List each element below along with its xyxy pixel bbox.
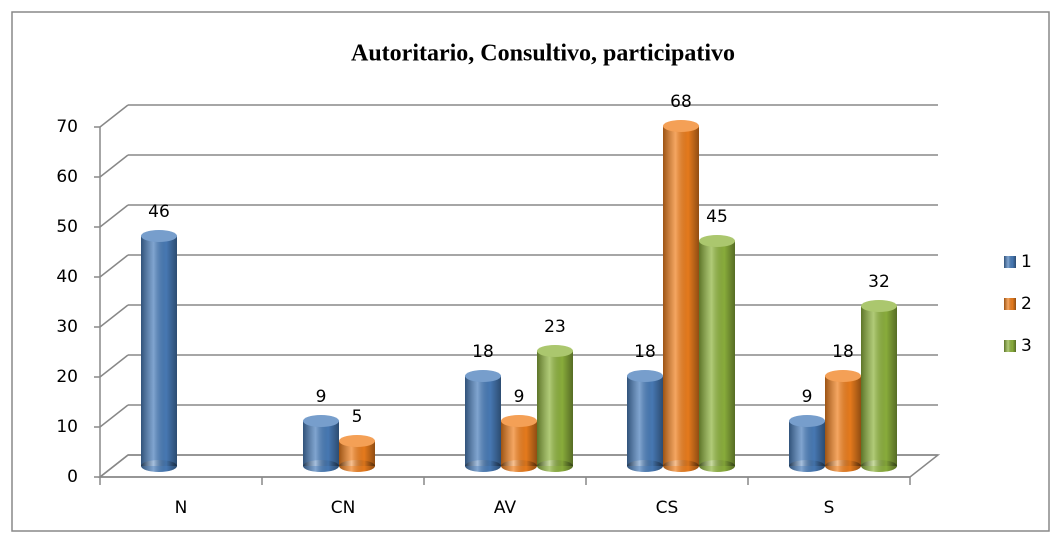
grid-line: [99, 154, 129, 178]
bar-base-shade: [825, 460, 861, 472]
bar-top-shade: [663, 120, 699, 132]
data-label: 23: [544, 317, 566, 337]
data-label: 68: [670, 92, 692, 112]
y-tick-label: 40: [56, 267, 78, 287]
bar-base-shade: [663, 460, 699, 472]
bar-base-shade: [789, 460, 825, 472]
bar-shade: [141, 236, 177, 466]
bar-top-shade: [465, 370, 501, 382]
bar-base-shade: [699, 460, 735, 472]
bar-shade: [627, 376, 663, 466]
x-tick-label: S: [824, 498, 835, 518]
bar-top: [465, 370, 501, 382]
bar-base-shade: [465, 460, 501, 472]
grid-line: [99, 404, 129, 428]
grid-line: [99, 454, 129, 478]
bar-base-shade: [627, 460, 663, 472]
bar-base-shade: [501, 460, 537, 472]
bar-top: [303, 415, 339, 427]
bar-shade: [537, 351, 573, 466]
bar-base-shade: [861, 460, 897, 472]
bar-top: [339, 435, 375, 447]
y-tick-label: 30: [56, 317, 78, 337]
bar-top: [501, 415, 537, 427]
bar-top: [627, 370, 663, 382]
legend-swatch-shade: [1004, 298, 1016, 310]
bar-top-shade: [699, 235, 735, 247]
y-tick-label: 50: [56, 217, 78, 237]
legend-swatch-shade: [1004, 340, 1016, 352]
data-label: 18: [634, 342, 656, 362]
bar-top-shade: [861, 300, 897, 312]
bar-top-shade: [627, 370, 663, 382]
y-tick-label: 0: [67, 467, 78, 487]
data-label: 18: [832, 342, 854, 362]
data-label: 9: [802, 387, 813, 407]
legend-label: 3: [1021, 336, 1032, 356]
bar-base-shade: [303, 460, 339, 472]
bar-base-shade: [141, 460, 177, 472]
grid-line: [99, 304, 129, 328]
bar-top: [663, 120, 699, 132]
legend-label: 1: [1021, 252, 1032, 272]
bar-shade: [789, 421, 825, 466]
bar-top-shade: [825, 370, 861, 382]
data-label: 46: [148, 202, 170, 222]
bar-top-shade: [537, 345, 573, 357]
bar-top-shade: [501, 415, 537, 427]
y-tick-label: 10: [56, 417, 78, 437]
bar-top-shade: [789, 415, 825, 427]
legend-swatch-shade: [1004, 256, 1016, 268]
bar-shade: [465, 376, 501, 466]
x-tick-label: N: [175, 498, 188, 518]
x-tick-label: CN: [331, 498, 356, 518]
data-label: 5: [352, 407, 363, 427]
y-tick-label: 60: [56, 167, 78, 187]
grid-line: [99, 204, 129, 228]
y-tick-label: 70: [56, 117, 78, 137]
bar-shade: [861, 306, 897, 466]
bar-top: [141, 230, 177, 242]
grid-line: [99, 254, 129, 278]
data-label: 9: [316, 387, 327, 407]
bar-top-shade: [303, 415, 339, 427]
bar-shade: [825, 376, 861, 466]
bar-shade: [501, 421, 537, 466]
chart-title: Autoritario, Consultivo, participativo: [351, 41, 735, 67]
bar-shade: [303, 421, 339, 466]
bar-top-shade: [141, 230, 177, 242]
grid-line: [99, 354, 129, 378]
bar-top: [789, 415, 825, 427]
bar-top: [537, 345, 573, 357]
data-label: 18: [472, 342, 494, 362]
bar-base-shade: [537, 460, 573, 472]
data-label: 32: [868, 272, 890, 292]
bar-top: [861, 300, 897, 312]
legend-label: 2: [1021, 294, 1032, 314]
x-tick-label: CS: [656, 498, 679, 518]
data-label: 45: [706, 207, 728, 227]
x-tick-label: AV: [494, 498, 517, 518]
bar-base-shade: [339, 460, 375, 472]
data-label: 9: [514, 387, 525, 407]
bar-shade: [699, 241, 735, 466]
bar-top: [825, 370, 861, 382]
bar-top-shade: [339, 435, 375, 447]
bar-top: [699, 235, 735, 247]
grid-line: [99, 104, 129, 128]
bar-shade: [663, 126, 699, 466]
y-tick-label: 20: [56, 367, 78, 387]
